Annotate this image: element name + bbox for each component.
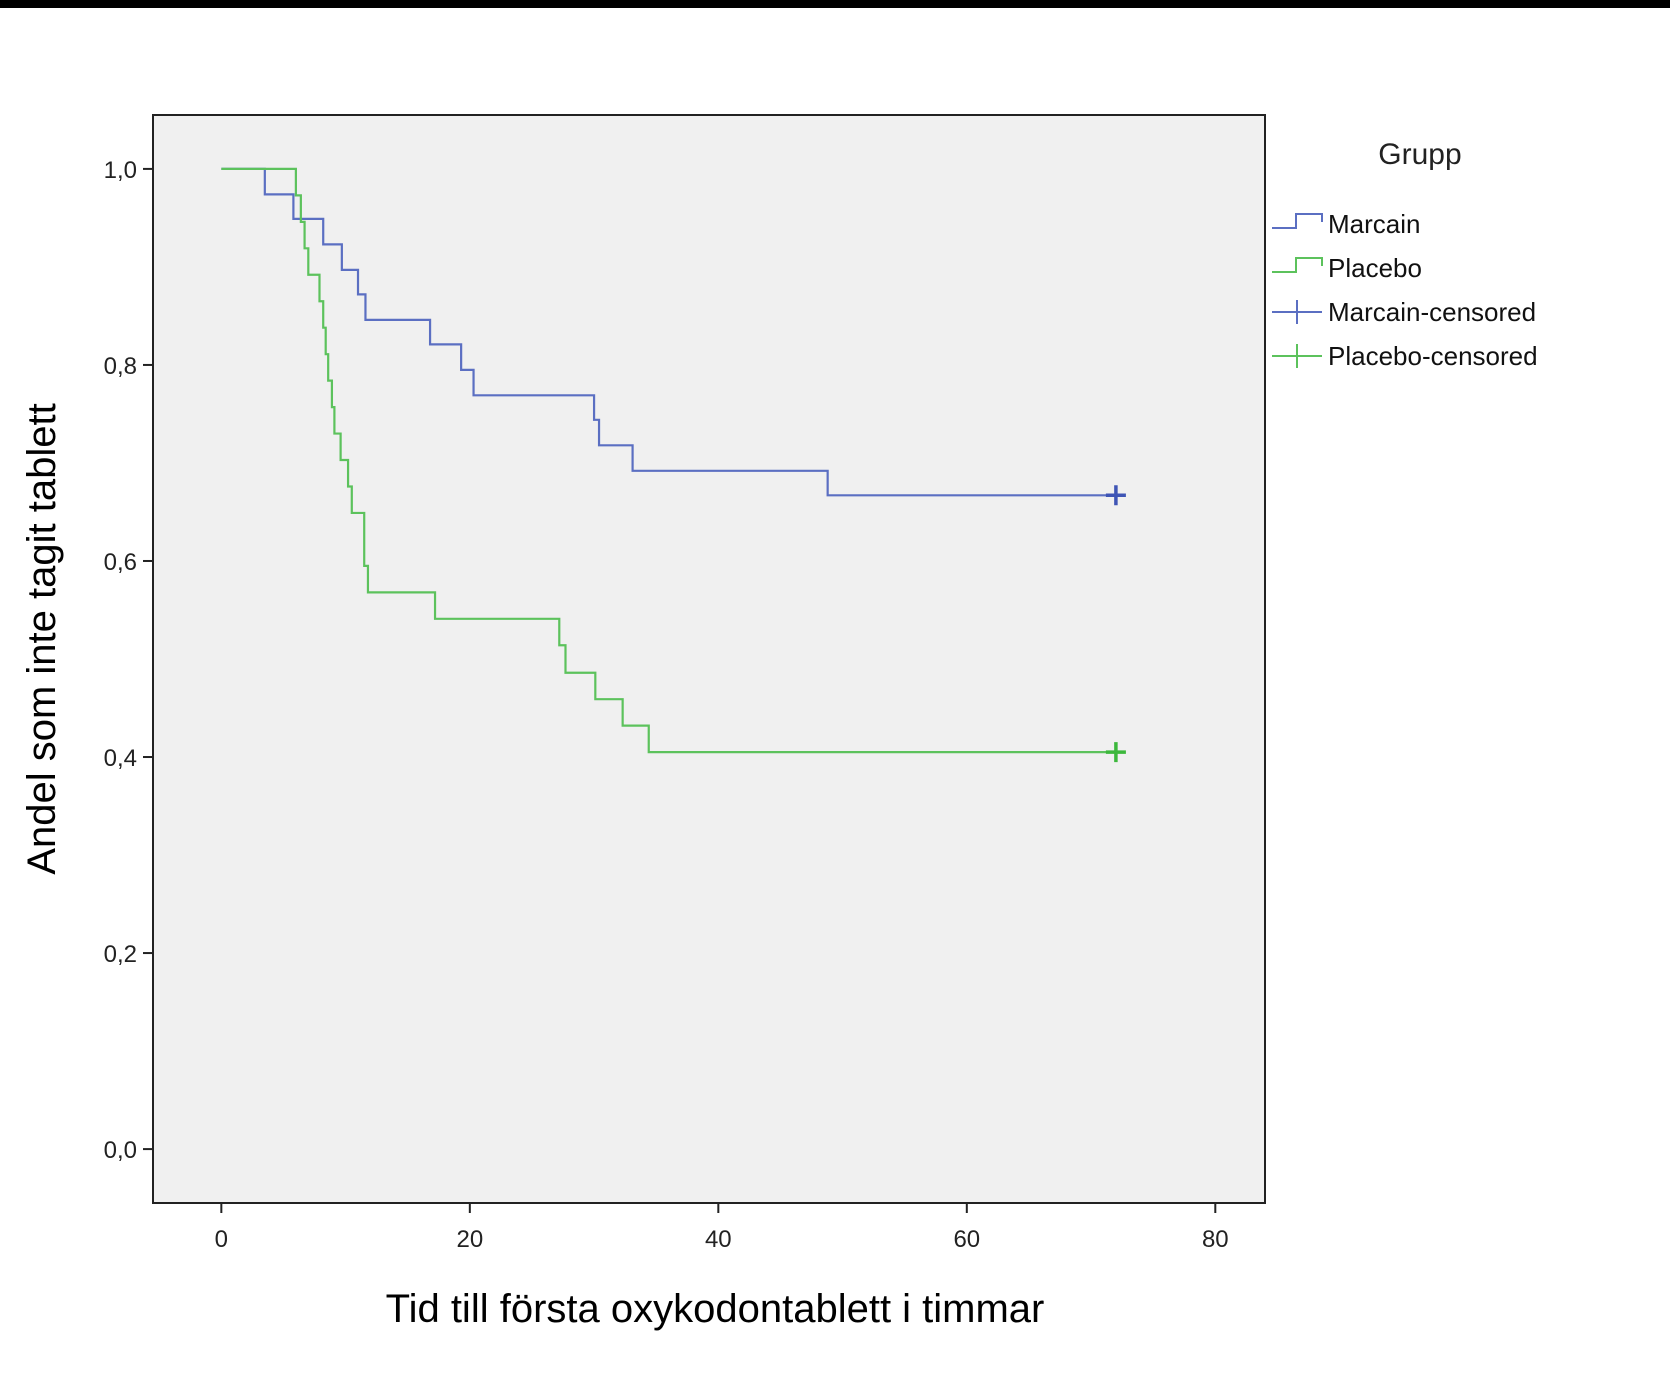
x-tick-label: 40 <box>705 1226 732 1253</box>
y-axis-title: Andel som inte tagit tablett <box>20 403 64 874</box>
legend-swatch-step <box>1272 213 1323 229</box>
y-tick-label: 1,0 <box>104 157 137 184</box>
x-tick-label: 80 <box>1202 1226 1229 1253</box>
legend-label: Placebo-censored <box>1328 341 1538 371</box>
legend-label: Marcain <box>1328 209 1420 239</box>
y-tick-label: 0,0 <box>104 1137 137 1164</box>
y-tick-label: 0,4 <box>104 745 137 772</box>
x-tick-label: 60 <box>953 1226 980 1253</box>
y-tick-label: 0,2 <box>104 941 137 968</box>
legend-swatch-step <box>1272 257 1323 273</box>
y-axis: 0,0 0,2 0,4 0,6 0,8 1,0 <box>104 157 153 1164</box>
censor-mark-placebo <box>1105 742 1126 763</box>
y-tick-label: 0,6 <box>104 549 137 576</box>
censor-mark-marcain <box>1105 485 1126 506</box>
plot-area <box>152 114 1266 1204</box>
series-line-placebo <box>221 167 1116 754</box>
x-axis: 0 20 40 60 80 <box>215 1203 1229 1253</box>
y-tick-label: 0,8 <box>104 353 137 380</box>
legend-title: Grupp <box>1378 138 1461 171</box>
legend: Marcain Placebo Marcain-censored Placebo-ce… <box>1272 209 1538 371</box>
x-tick-label: 0 <box>215 1226 228 1253</box>
series-layer <box>221 167 1126 763</box>
legend-label: Placebo <box>1328 253 1422 283</box>
legend-swatch-cross <box>1272 344 1322 368</box>
x-tick-label: 20 <box>456 1226 483 1253</box>
legend-swatch-cross <box>1272 300 1322 324</box>
x-axis-title: Tid till första oxykodontablett i timmar <box>386 1287 1045 1331</box>
top-border-bar <box>0 0 1670 8</box>
series-line-marcain <box>221 167 1116 497</box>
legend-label: Marcain-censored <box>1328 297 1536 327</box>
